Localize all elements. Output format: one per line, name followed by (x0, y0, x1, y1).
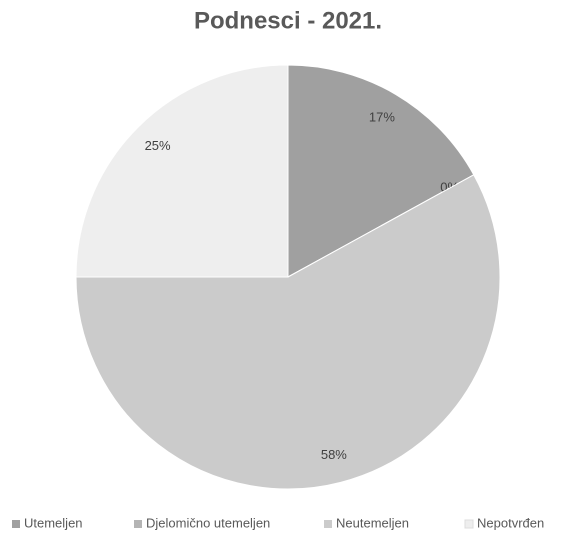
data-label: 25% (145, 138, 171, 153)
pie-slice (75, 64, 289, 278)
legend-label: Djelomično utemeljen (146, 515, 270, 530)
legend-swatch (134, 520, 142, 528)
legend-label: Utemeljen (24, 515, 83, 530)
legend-label: Nepotvrđen (477, 515, 544, 530)
pie-slice (287, 64, 475, 278)
data-label: 58% (321, 447, 347, 462)
pie-slice (75, 174, 501, 490)
legend-swatch (12, 520, 20, 528)
data-label: 17% (369, 110, 395, 125)
chart-title: Podnesci - 2021. (194, 7, 382, 34)
legend-label: Neutemeljen (336, 515, 409, 530)
legend-swatch (324, 520, 332, 528)
legend-swatch (464, 519, 474, 529)
